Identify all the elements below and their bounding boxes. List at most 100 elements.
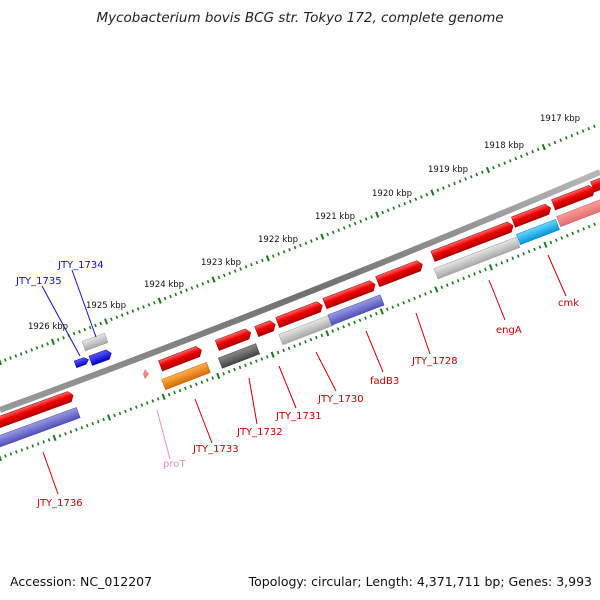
minor-tick <box>559 138 562 142</box>
gene-label-jty1732[interactable]: JTY_1732 <box>236 427 283 438</box>
gene-1917-arrow[interactable] <box>511 203 552 228</box>
major-tick <box>434 286 439 293</box>
minor-tick <box>26 446 29 450</box>
feature-jty1733-orange[interactable] <box>161 361 211 391</box>
minor-tick <box>553 140 557 145</box>
minor-tick <box>19 352 23 356</box>
minor-tick <box>201 282 205 286</box>
minor-tick <box>304 340 307 344</box>
minor-tick <box>576 229 580 233</box>
minor-tick <box>467 274 471 278</box>
protrna-marker[interactable] <box>143 369 149 379</box>
minor-tick <box>287 346 291 350</box>
feature-cmk-pink[interactable] <box>556 198 600 228</box>
major-tick <box>325 330 330 337</box>
minor-tick <box>560 236 564 240</box>
minor-tick <box>533 247 536 251</box>
minor-tick <box>451 281 455 285</box>
minor-tick <box>75 428 78 432</box>
minor-tick <box>113 413 116 418</box>
minor-tick <box>276 350 280 355</box>
gene-enga-arrow[interactable] <box>430 220 515 262</box>
minor-tick <box>178 388 182 393</box>
minor-tick <box>250 263 253 267</box>
scale-label: 1917 kbp <box>540 114 580 124</box>
minor-tick <box>196 284 199 288</box>
minor-tick <box>88 325 92 330</box>
minor-tick <box>233 269 237 273</box>
gene-jty1734-arrow[interactable] <box>88 349 113 366</box>
gene-label-jty1731[interactable]: JTY_1731 <box>275 411 322 422</box>
minor-tick <box>126 311 129 315</box>
minor-tick <box>397 204 401 208</box>
gene-jty1732-arrow[interactable] <box>214 327 253 351</box>
gene-label-enga[interactable]: engA <box>496 325 522 336</box>
minor-tick <box>173 390 176 395</box>
minor-tick <box>315 237 319 241</box>
gene-label-jty1728[interactable]: JTY_1728 <box>411 356 458 367</box>
inner-scale-ticks <box>0 222 596 462</box>
minor-tick <box>331 230 335 234</box>
minor-tick <box>131 309 135 313</box>
minor-tick <box>396 303 400 307</box>
minor-tick <box>582 227 585 231</box>
gene-cmk-arrow[interactable] <box>551 184 596 211</box>
gene-jty1731-arrow[interactable] <box>254 319 278 338</box>
feature-fadb3-purple[interactable] <box>327 294 385 326</box>
minor-tick <box>62 336 65 340</box>
minor-tick <box>571 231 575 236</box>
minor-tick <box>217 275 221 280</box>
forward-strand-genes <box>0 174 600 434</box>
leader-fadb3 <box>365 330 384 373</box>
gene-labels: JTY_1734 JTY_1735 JTY_1736 proT JTY_1733… <box>15 260 579 509</box>
minor-tick <box>505 258 509 263</box>
gene-label-jty1734[interactable]: JTY_1734 <box>57 260 104 271</box>
gene-jty1736-arrow[interactable] <box>0 390 75 434</box>
minor-tick <box>440 285 444 289</box>
gene-jty1728-arrow[interactable] <box>375 259 425 288</box>
minor-tick <box>299 243 302 247</box>
minor-tick <box>58 434 62 438</box>
gene-label-cmk[interactable]: cmk <box>558 298 579 309</box>
feature-jty1736-purple[interactable] <box>0 407 81 451</box>
outer-scale-ticks <box>0 124 596 366</box>
gene-label-jty1736[interactable]: JTY_1736 <box>36 498 83 509</box>
minor-tick <box>265 355 269 359</box>
minor-tick <box>424 292 427 296</box>
minor-tick <box>418 294 422 298</box>
gene-1925-grey-arrow[interactable] <box>81 332 109 352</box>
gene-jty1733-arrow[interactable] <box>158 345 203 372</box>
minor-tick <box>555 238 558 242</box>
gene-jty1735-arrow[interactable] <box>73 356 90 369</box>
minor-tick <box>205 378 209 382</box>
minor-tick <box>64 432 67 436</box>
minor-tick <box>536 147 540 152</box>
major-tick <box>485 166 491 174</box>
minor-tick <box>91 421 95 426</box>
minor-tick <box>9 452 13 456</box>
gene-label-prot[interactable]: proT <box>163 459 186 470</box>
minor-tick <box>413 296 416 301</box>
feature-enga-grey[interactable] <box>433 236 521 280</box>
gene-label-jty1735[interactable]: JTY_1735 <box>15 276 62 287</box>
gene-fadb3-arrow[interactable] <box>322 279 377 310</box>
minor-tick <box>31 444 34 448</box>
gene-edge-arrow[interactable] <box>590 174 600 193</box>
gene-label-fadb3[interactable]: fadB3 <box>370 376 399 387</box>
minor-tick <box>348 224 352 228</box>
minor-tick <box>481 170 484 174</box>
minor-tick <box>337 228 341 232</box>
gene-label-jty1733[interactable]: JTY_1733 <box>192 444 239 455</box>
minor-tick <box>153 301 156 305</box>
gene-jty1730-arrow[interactable] <box>275 300 325 329</box>
minor-tick <box>72 332 76 336</box>
feature-cyan[interactable] <box>516 219 560 245</box>
feature-jty1732-dark[interactable] <box>218 343 260 369</box>
leader-jty1735 <box>41 285 81 357</box>
minor-tick <box>238 365 242 370</box>
gene-label-jty1730[interactable]: JTY_1730 <box>317 394 364 405</box>
minor-tick <box>41 344 44 348</box>
minor-tick <box>458 179 462 183</box>
minor-tick <box>453 181 456 186</box>
minor-tick <box>94 323 97 328</box>
